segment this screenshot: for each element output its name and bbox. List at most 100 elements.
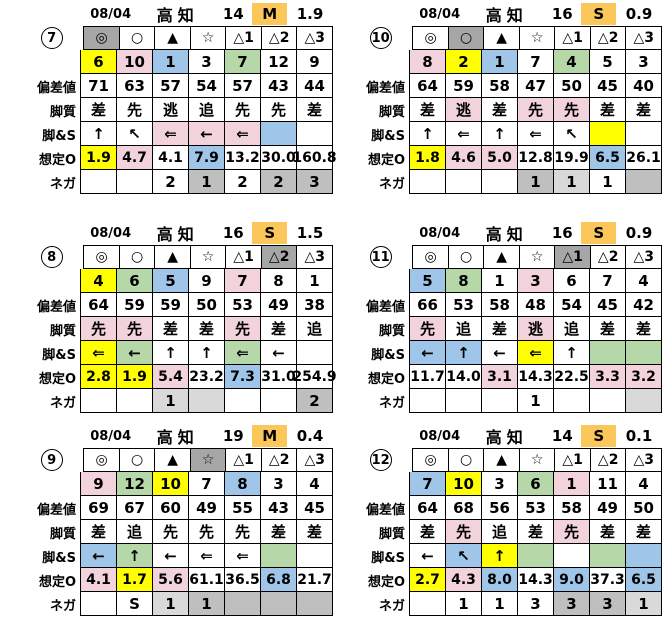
nega-cell — [189, 389, 225, 413]
running-style-cell: 先 — [117, 317, 153, 341]
running-style-cell: 先 — [409, 317, 446, 341]
nega-cell — [409, 170, 446, 194]
running-style-cell: 先 — [261, 98, 297, 122]
table-row-odds: 想定O 1.8 4.6 5.0 12.8 19.9 6.5 26.1 — [357, 146, 662, 170]
deviation-cell: 59 — [153, 293, 189, 317]
table-index: 10 — [357, 26, 412, 50]
table-row-nega: ネガ 1 1 3 3 3 1 — [357, 592, 662, 616]
row-label-empty — [28, 50, 80, 74]
nega-cell — [261, 592, 297, 616]
row-label-odds: 想定O — [367, 371, 405, 387]
race-track-name: 高知 — [156, 6, 199, 25]
running-style-cell: 先 — [189, 520, 225, 544]
deviation-cell: 45 — [590, 293, 626, 317]
odds-cell: 23.2 — [189, 365, 225, 389]
running-style-cell: 追 — [189, 98, 225, 122]
race-date: 08/04 — [90, 428, 132, 444]
tables-row-1: 08/04 高知 14 M 1.9 7 ◎ ○ ▲ ☆ △1 △2 △3 6 10 1 3 7 12 9 偏差値 71 63… — [0, 2, 665, 194]
horse-number-cell: 1 — [482, 50, 518, 74]
deviation-cell: 49 — [261, 293, 297, 317]
deviation-cell: 53 — [446, 293, 482, 317]
race-number: 16 — [551, 5, 573, 23]
mark-cell: △2 — [590, 245, 627, 269]
table-row-nega: ネガ 2 1 2 2 3 — [28, 170, 333, 194]
running-style-cell: 先 — [153, 520, 189, 544]
race-table-header: 08/04 高知 16 S 1.5 — [28, 221, 333, 245]
odds-cell: 6.5 — [590, 146, 626, 170]
deviation-cell: 43 — [261, 496, 297, 520]
mark-cell: ▲ — [155, 245, 191, 269]
leg-direction-cell: ↑ — [153, 341, 189, 365]
leg-direction-cell: ⇐ — [80, 341, 117, 365]
odds-cell: 3.1 — [482, 365, 518, 389]
odds-cell: 160.8 — [292, 146, 337, 170]
nega-cell: 1 — [482, 592, 518, 616]
row-label-odds: 想定O — [367, 152, 405, 168]
table-row-odds: 想定O 11.7 14.0 3.1 14.3 22.5 3.3 3.2 — [357, 365, 662, 389]
odds-cell: 7.9 — [189, 146, 225, 170]
leg-direction-cell — [554, 544, 590, 568]
nega-cell — [626, 389, 662, 413]
race-value: 1.5 — [296, 224, 324, 242]
mark-cell: △3 — [626, 26, 662, 50]
row-label-deviation: 偏差値 — [365, 299, 405, 315]
running-style-cell: 差 — [590, 317, 626, 341]
running-style-cell: 追 — [482, 520, 518, 544]
table-index-badge: 10 — [369, 27, 392, 49]
horse-number-cell: 7 — [225, 269, 261, 293]
odds-cell: 4.7 — [117, 146, 153, 170]
row-label-nega: ネガ — [49, 598, 76, 614]
running-style-cell: 差 — [261, 520, 297, 544]
nega-cell: 2 — [261, 170, 297, 194]
leg-direction-cell: ⇐ — [189, 544, 225, 568]
leg-direction-cell: ⇐ — [225, 341, 261, 365]
odds-cell: 2.8 — [80, 365, 117, 389]
row-label-odds: 想定O — [367, 574, 405, 590]
nega-cell: 1 — [446, 592, 482, 616]
odds-cell: 14.0 — [446, 365, 482, 389]
nega-cell: 1 — [189, 170, 225, 194]
mark-cell: △2 — [261, 448, 298, 472]
running-style-cell: 差 — [590, 520, 626, 544]
nega-cell: 1 — [153, 592, 189, 616]
deviation-cell: 63 — [117, 74, 153, 98]
horse-number-cell: 12 — [261, 50, 297, 74]
race-table-header: 08/04 高知 16 S 0.9 — [357, 2, 662, 26]
table-index: 12 — [357, 448, 412, 472]
table-row-marks: 7 ◎ ○ ▲ ☆ △1 △2 △3 — [28, 26, 333, 50]
leg-direction-cell: ↑ — [189, 341, 225, 365]
race-number: 16 — [551, 224, 573, 242]
nega-cell: 3 — [297, 170, 333, 194]
tables-row-2: 08/04 高知 16 S 1.5 8 ◎ ○ ▲ ☆ △1 △2 △3 4 6 5 9 7 8 1 偏差値 64 59 59… — [0, 221, 665, 413]
leg-direction-cell: ⇐ — [225, 544, 261, 568]
horse-number-cell: 8 — [225, 472, 261, 496]
table-row-style: 脚質差先逃追先先差 — [28, 98, 333, 122]
deviation-cell: 43 — [261, 74, 297, 98]
race-table-header: 08/04 高知 14 M 1.9 — [28, 2, 333, 26]
row-label-empty — [28, 472, 80, 496]
table-row-style: 脚質差追先先先差差 — [28, 520, 333, 544]
row-label-style: 脚質 — [49, 323, 76, 339]
nega-cell: 3 — [518, 592, 554, 616]
running-style-cell: 追 — [297, 317, 333, 341]
leg-direction-cell: ↑ — [482, 122, 518, 146]
mark-cell: ☆ — [190, 245, 227, 269]
mark-cell: ○ — [119, 26, 156, 50]
race-number: 14 — [551, 427, 573, 445]
odds-cell: 14.3 — [518, 568, 554, 592]
horse-number-cell: 3 — [518, 269, 554, 293]
odds-cell: 1.9 — [80, 146, 117, 170]
leg-direction-cell: ← — [80, 544, 117, 568]
odds-cell: 4.1 — [153, 146, 189, 170]
table-row-deviation: 偏差値 64 59 58 47 50 45 40 — [357, 74, 662, 98]
running-style-cell: 先 — [225, 98, 261, 122]
row-label-nega: ネガ — [49, 176, 76, 192]
table-row-nega: ネガ 1 — [357, 389, 662, 413]
deviation-cell: 67 — [117, 496, 153, 520]
running-style-cell: 逃 — [446, 98, 482, 122]
mark-cell: △2 — [590, 448, 627, 472]
horse-number-cell: 12 — [117, 472, 153, 496]
horse-number-cell: 5 — [409, 269, 446, 293]
odds-cell: 21.7 — [297, 568, 333, 592]
